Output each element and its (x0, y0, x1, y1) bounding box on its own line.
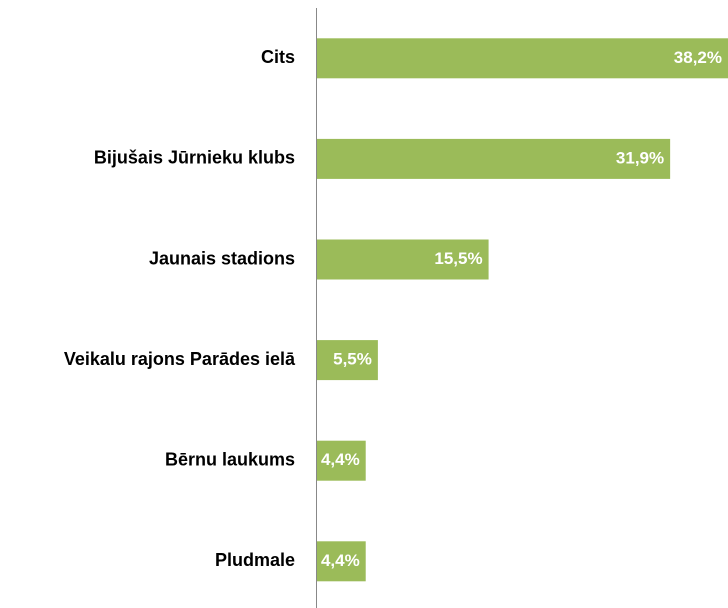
value-label: 38,2% (674, 48, 722, 67)
bar (317, 138, 671, 179)
category-label: Jaunais stadions (149, 248, 295, 268)
category-label: Bijušais Jūrnieku klubs (94, 148, 295, 168)
value-label: 15,5% (434, 249, 482, 268)
category-label: Pludmale (215, 550, 295, 570)
bar (317, 541, 366, 582)
category-label: Cits (261, 47, 295, 67)
value-label: 31,9% (616, 148, 664, 167)
value-label: 4,4% (321, 450, 360, 469)
bar (317, 239, 489, 280)
bar (317, 38, 728, 79)
category-label: Bērnu laukums (165, 449, 295, 469)
value-label: 5,5% (333, 350, 372, 369)
bar (317, 340, 378, 381)
value-label: 4,4% (321, 551, 360, 570)
bar (317, 440, 366, 481)
category-label: Veikalu rajons Parādes ielā (64, 349, 296, 369)
